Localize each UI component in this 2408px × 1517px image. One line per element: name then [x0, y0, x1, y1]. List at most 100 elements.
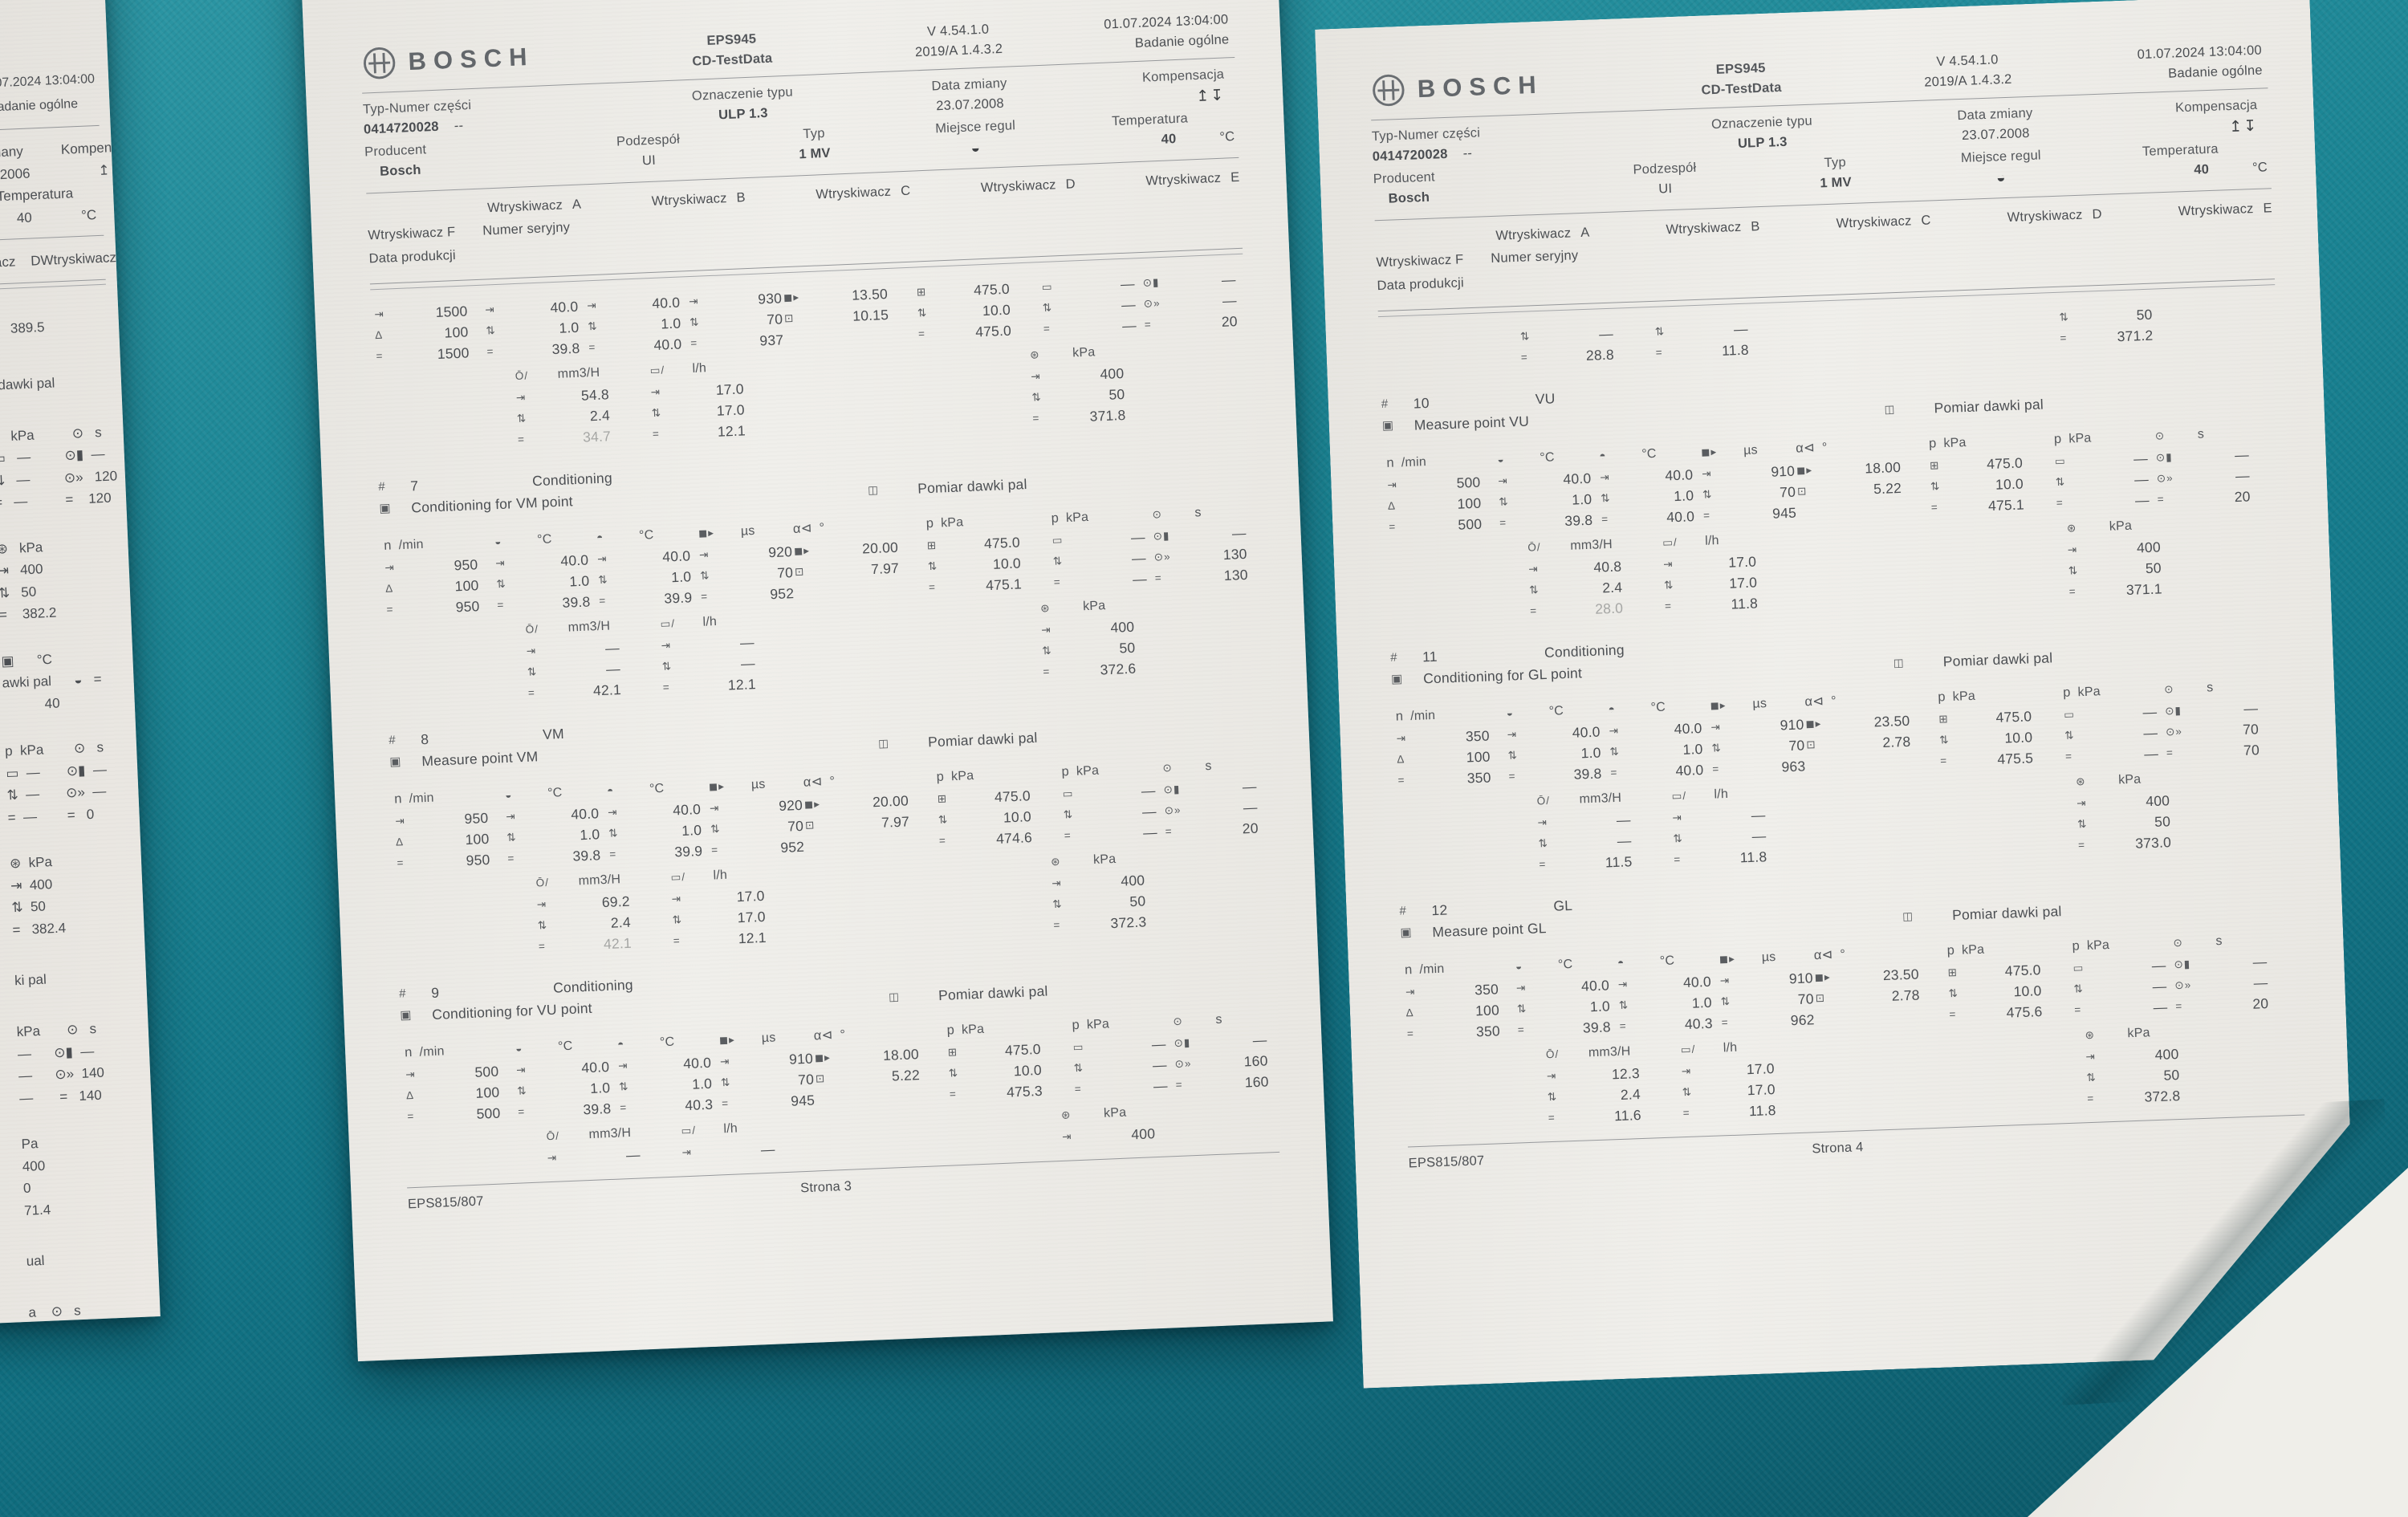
param-value: 17.0	[737, 908, 767, 925]
param-value: —	[1141, 782, 1157, 799]
setpoint-icon: ⇥	[688, 295, 699, 307]
bip-icon: ◼▸	[814, 1051, 832, 1064]
param-value: 11.5	[1605, 852, 1633, 871]
bip-icon: ◼▸	[793, 543, 811, 557]
param-symbol: n	[1386, 455, 1395, 471]
param-value: 2.4	[610, 913, 632, 931]
injector-e: E	[1230, 169, 1240, 185]
param-value: 400	[2145, 791, 2170, 809]
tolerance-icon: ⇅	[2064, 729, 2075, 742]
param-row: = 371.8	[1032, 403, 1160, 429]
clock-icon: ⊙	[1152, 507, 1163, 521]
param-column-t: ◒ °C ⇥ 40.0 ⇅ 1.0 = 39.8	[1497, 445, 1602, 533]
param-header: ◼▸ µs	[718, 1026, 814, 1051]
param-symbol: p	[1061, 764, 1070, 779]
tolerance-icon: ⇅	[938, 813, 949, 826]
bip-icon: ◼▸	[1796, 463, 1813, 477]
param-value: 952	[769, 584, 795, 602]
param-row: = —	[2065, 742, 2167, 767]
param-unit: s	[1215, 1012, 1222, 1027]
param-value: 70	[776, 563, 794, 581]
param-header: ◓ °C	[1599, 442, 1702, 467]
param-row: = —	[1053, 567, 1155, 592]
param-column-lh: ▭/l/h ⇥ —	[681, 1116, 803, 1163]
param-value: 40.0	[651, 294, 681, 311]
param-column-p: p kPa ⊞ 475.0 ⇅ 10.0 = 475.5	[1938, 683, 2066, 772]
actual-icon: =	[1074, 1082, 1082, 1095]
param-value: 40.3	[1684, 1015, 1714, 1032]
param-header: p kPa	[2063, 679, 2165, 703]
param-unit: °C	[659, 1035, 675, 1050]
param-value: 1.0	[1571, 490, 1592, 508]
note-icon: ▣	[389, 754, 402, 769]
param-header: ⊙ s	[2173, 929, 2273, 954]
clock-stop-icon: ⊙▮	[1173, 1035, 1191, 1049]
clock-run-icon: ⊙»	[1153, 550, 1171, 563]
param-value: 130	[1222, 545, 1248, 563]
param-value: 372.6	[1100, 660, 1137, 678]
param-value: —	[1252, 1031, 1267, 1048]
tolerance-icon: ⇅	[689, 315, 700, 328]
param-value: 373.0	[2134, 833, 2172, 852]
pressure-sensor-icon: ⊛	[1029, 348, 1040, 361]
flow-lh-icon: ▭/	[1662, 535, 1678, 549]
param-value: —	[2142, 703, 2158, 720]
clock-stop-icon: ⊙▮	[1163, 783, 1181, 795]
param-value: 963	[1781, 758, 1806, 775]
alpha-actual-icon: ⊡	[1796, 484, 1808, 498]
param-value: 1.0	[660, 315, 681, 332]
param-unit: kPa	[1076, 763, 1100, 779]
param-value: 40.8	[1593, 558, 1622, 575]
setpoint-icon: ⇥	[2085, 1050, 2097, 1063]
param-row: = 11.8	[1665, 592, 1786, 616]
tolerance-icon: ⇅	[1609, 745, 1621, 758]
param-unit: kPa	[1092, 852, 1117, 867]
ramp-icon: ∆	[375, 328, 384, 341]
param-value: 70	[1797, 990, 1815, 1007]
param-row: = 937	[690, 329, 786, 354]
actual-icon: =	[2166, 746, 2174, 758]
bip-icon: ◼▸	[1814, 970, 1831, 983]
param-symbol: p	[2072, 938, 2081, 954]
bip-icon: ◼▸	[718, 1033, 736, 1046]
setpoint-icon: ⇥	[1600, 470, 1610, 483]
param-value: —	[2133, 449, 2149, 467]
param-symbol: α⊲	[792, 521, 813, 537]
setpoint-icon: ⇥	[1498, 474, 1508, 487]
pressure-sensor-icon: ⊛	[2066, 521, 2077, 535]
param-value: —	[1598, 325, 1614, 342]
actual-icon: =	[376, 349, 384, 362]
param-value: 17.0	[1746, 1059, 1775, 1077]
param-unit: kPa	[2086, 937, 2110, 953]
pressure-sensor-icon: ⊛	[2075, 775, 2086, 788]
tolerance-icon: ⇅	[1547, 1090, 1558, 1103]
section-right-label: Pomiar dawki pal	[917, 476, 1027, 497]
setpoint-icon: ⇥	[709, 801, 720, 815]
param-column-t2: ◓ °C ⇥ 40.0 ⇅ 1.0 = 40.0	[1608, 695, 1713, 783]
measurement-blocks: ⇥ 1500 ∆ 100 = 1500 ⇥ 40.0 ⇅ 1.0 = 39.8 ⇥ 40.0 ⇅ 1.0 = 40…	[371, 268, 1279, 1174]
tolerance-icon: ⇅	[1618, 998, 1629, 1011]
param-value: 40.0	[1665, 466, 1694, 484]
param-value: 475.0	[2004, 961, 2041, 979]
param-value: 10.15	[852, 306, 889, 324]
param-unit: µs	[1743, 443, 1759, 458]
tolerance-icon: ⇅	[2073, 982, 2085, 995]
param-value: 5.22	[1873, 479, 1902, 497]
setpoint-icon: ⇥	[1405, 985, 1416, 998]
param-value: 39.8	[562, 593, 591, 611]
dose-measure-icon: ◫	[877, 737, 890, 750]
pressure-sensor-icon: ⊛	[1039, 601, 1051, 615]
tolerance-icon: ⇅	[496, 577, 506, 590]
param-value: 17.0	[716, 401, 746, 419]
param-symbol: α⊲	[803, 775, 823, 791]
rail-pressure-icon: ⊞	[1938, 712, 1949, 726]
param-value: 100	[1466, 748, 1491, 766]
note-icon: ▣	[1390, 672, 1404, 686]
param-value: 40.3	[684, 1096, 714, 1113]
actual-icon: =	[407, 1109, 415, 1122]
param-row: = 39.8	[486, 337, 589, 362]
param-value: 475.5	[1996, 749, 2034, 767]
actual-icon: =	[2175, 999, 2183, 1012]
param-value: 910	[1788, 969, 1814, 986]
setpoint-icon: ⇥	[1061, 1130, 1072, 1143]
